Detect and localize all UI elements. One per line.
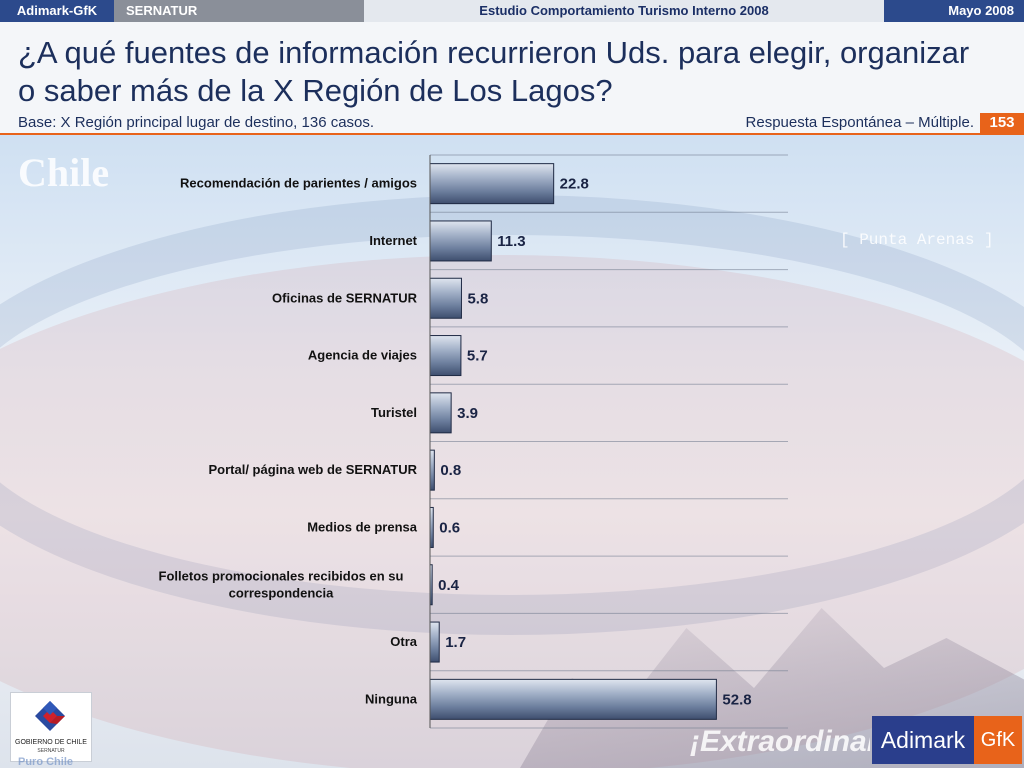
chart-bar	[429, 220, 492, 262]
background-extra-text: ¡Extraordinario!	[690, 725, 870, 758]
chart-bar	[429, 449, 435, 491]
client-label: SERNATUR	[114, 0, 364, 22]
chart-category-labels: Recomendación de parientes / amigos Inter…	[159, 176, 418, 707]
chart-value-label: 0.4	[438, 577, 460, 594]
chart-bar	[429, 678, 717, 720]
chart-value-label: 5.8	[467, 290, 488, 307]
top-bar: Adimark-GfK SERNATUR Estudio Comportamie…	[0, 0, 1024, 22]
chart-value-label: 0.8	[440, 462, 461, 479]
gfk-logo-text: GfK	[974, 716, 1022, 764]
chart-value-label: 0.6	[439, 519, 460, 536]
sernatur-label: SERNATUR	[37, 748, 65, 754]
base-note: Base: X Región principal lugar de destin…	[18, 114, 375, 131]
chart-category-label: Agencia de viajes	[308, 348, 417, 363]
chart-category-label: Internet	[369, 233, 417, 248]
study-title: Estudio Comportamiento Turismo Interno 2…	[364, 0, 884, 22]
chart-value-label: 11.3	[497, 233, 525, 250]
header-divider	[0, 133, 1024, 135]
chart-value-label: 5.7	[467, 348, 488, 365]
chart-gridlines	[430, 154, 788, 729]
gobierno-label: GOBIERNO DE CHILE	[15, 739, 87, 746]
chart-bar	[429, 392, 452, 434]
adimark-gfk-logo: Adimark GfK	[872, 716, 1022, 764]
chart-value-label: 22.8	[560, 176, 589, 193]
response-type-note: Respuesta Espontánea – Múltiple.	[745, 114, 974, 131]
gobierno-flag-icon	[35, 701, 65, 731]
chart-category-label: Portal/ página web de SERNATUR	[208, 462, 417, 477]
chart-category-label: Medios de prensa	[307, 519, 418, 534]
chart-bar	[429, 277, 462, 319]
chart-value-label: 52.8	[722, 691, 751, 708]
chart-bar	[429, 335, 462, 377]
brand-label: Adimark-GfK	[0, 0, 114, 22]
slide-header: ¿A qué fuentes de información recurriero…	[0, 22, 1024, 134]
puro-chile-text: Puro Chile	[18, 756, 74, 768]
chart-value-labels: 22.8 11.3 5.8 5.7 3.9 0.8 0.6 0.4 1.7 52.8	[438, 176, 751, 709]
adimark-logo-text: Adimark	[872, 716, 974, 764]
gobierno-de-chile-logo: GOBIERNO DE CHILE SERNATUR	[10, 692, 92, 762]
page-number-badge: 153	[980, 113, 1024, 133]
chart-category-label: Ninguna	[365, 691, 418, 706]
background-city-text: [ Punta Arenas ]	[840, 231, 994, 249]
chart-value-label: 3.9	[457, 405, 478, 422]
chart-category-label: Otra	[390, 634, 418, 649]
chart-category-label: Oficinas de SERNATUR	[272, 290, 418, 305]
chart-value-label: 1.7	[445, 634, 466, 651]
chart-bar	[429, 163, 555, 205]
chart-bars	[429, 163, 717, 720]
chart-bar	[429, 621, 440, 663]
slide-title: ¿A qué fuentes de información recurriero…	[18, 35, 970, 108]
report-date: Mayo 2008	[884, 0, 1024, 22]
background-chile-text: Chile	[18, 150, 110, 195]
chart-category-label: Folletos promocionales recibidos en su co…	[159, 568, 404, 600]
chart-category-label: Turistel	[371, 405, 417, 420]
bar-chart: Recomendación de parientes / amigos Inter…	[159, 154, 788, 729]
chart-category-label: Recomendación de parientes / amigos	[180, 176, 417, 191]
